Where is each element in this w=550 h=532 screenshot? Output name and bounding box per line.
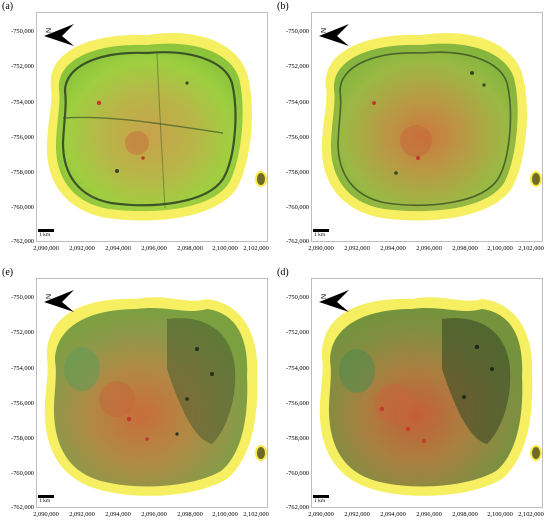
north-label: N [321, 28, 328, 33]
scale-line [313, 495, 329, 498]
y-tick: -752,000 [286, 62, 309, 70]
x-tick: 2,102,000 [518, 511, 544, 518]
x-tick: 2,100,000 [212, 511, 238, 518]
panel-d: (d) [275, 266, 550, 532]
x-tick: 2,098,000 [452, 511, 478, 518]
y-tick: -760,000 [11, 203, 34, 211]
y-tick: -754,000 [286, 98, 309, 106]
north-arrow-icon: N [317, 22, 351, 48]
y-tick: -756,000 [11, 133, 34, 141]
panel-a: (a) [0, 0, 275, 266]
x-tick: 2,100,000 [212, 245, 238, 252]
scale-line [313, 229, 329, 232]
y-tick: -756,000 [286, 399, 309, 407]
north-label: N [321, 294, 328, 299]
y-tick: -762,000 [11, 237, 34, 245]
y-tick: -760,000 [11, 469, 34, 477]
scale-bar: 1 km [313, 495, 353, 507]
x-tick: 2,090,000 [33, 511, 59, 518]
scale-bar: 1 km [38, 495, 78, 507]
x-tick: 2,092,000 [344, 245, 370, 252]
y-tick: -750,000 [11, 27, 34, 35]
y-tick: -756,000 [286, 133, 309, 141]
satellite-image [319, 297, 542, 496]
scale-bar: 1 km [313, 229, 353, 241]
panel-b: (b) N [275, 0, 550, 266]
x-tick: 2,094,000 [380, 511, 406, 518]
north-label: N [46, 294, 53, 299]
x-tick: 2,096,000 [141, 245, 167, 252]
north-arrow-icon: N [317, 288, 351, 314]
panel-label: (a) [2, 1, 14, 12]
x-tick: 2,090,000 [33, 245, 59, 252]
x-tick: 2,094,000 [105, 245, 131, 252]
y-tick: -750,000 [11, 293, 34, 301]
satellite-image [46, 32, 267, 221]
x-tick: 2,092,000 [344, 511, 370, 518]
scale-line [38, 229, 54, 232]
x-tick: 2,102,000 [243, 245, 269, 252]
map-frame [311, 12, 543, 242]
scale-bar: 1 km [38, 229, 78, 241]
panel-label: (d) [277, 267, 289, 278]
y-tick: -752,000 [11, 62, 34, 70]
x-tick: 2,092,000 [69, 511, 95, 518]
y-tick: -752,000 [286, 328, 309, 336]
x-tick: 2,096,000 [141, 511, 167, 518]
map-frame [36, 12, 268, 242]
x-tick: 2,096,000 [416, 245, 442, 252]
satellite-image [321, 32, 542, 221]
x-tick: 2,102,000 [243, 511, 269, 518]
scale-label: 1 km [314, 498, 326, 504]
panel-e: (e) [0, 266, 275, 532]
y-tick: -760,000 [286, 203, 309, 211]
scale-label: 1 km [39, 232, 51, 238]
satellite-image [44, 297, 267, 496]
x-tick: 2,090,000 [308, 245, 334, 252]
y-tick: -762,000 [286, 237, 309, 245]
x-tick: 2,100,000 [487, 511, 513, 518]
map-frame [311, 278, 543, 508]
scale-label: 1 km [39, 498, 51, 504]
y-tick: -756,000 [11, 399, 34, 407]
x-tick: 2,092,000 [69, 245, 95, 252]
panel-label: (e) [2, 267, 14, 278]
x-tick: 2,094,000 [105, 511, 131, 518]
north-label: N [46, 28, 53, 33]
north-arrow-icon: N [42, 288, 76, 314]
y-tick: -758,000 [11, 434, 34, 442]
y-tick: -762,000 [11, 503, 34, 511]
y-tick: -758,000 [11, 168, 34, 176]
panel-label: (b) [277, 1, 289, 12]
y-tick: -754,000 [11, 98, 34, 106]
scale-label: 1 km [314, 232, 326, 238]
map-frame [36, 278, 268, 508]
y-tick: -750,000 [286, 27, 309, 35]
y-tick: -758,000 [286, 434, 309, 442]
x-tick: 2,096,000 [416, 511, 442, 518]
x-tick: 2,100,000 [487, 245, 513, 252]
y-tick: -762,000 [286, 503, 309, 511]
y-tick: -750,000 [286, 293, 309, 301]
y-tick: -754,000 [286, 364, 309, 372]
x-tick: 2,098,000 [177, 511, 203, 518]
y-tick: -760,000 [286, 469, 309, 477]
x-tick: 2,090,000 [308, 511, 334, 518]
y-tick: -754,000 [11, 364, 34, 372]
y-tick: -758,000 [286, 168, 309, 176]
north-arrow-icon: N [42, 22, 76, 48]
x-tick: 2,102,000 [518, 245, 544, 252]
x-tick: 2,094,000 [380, 245, 406, 252]
x-tick: 2,098,000 [177, 245, 203, 252]
scale-line [38, 495, 54, 498]
y-tick: -752,000 [11, 328, 34, 336]
x-tick: 2,098,000 [452, 245, 478, 252]
